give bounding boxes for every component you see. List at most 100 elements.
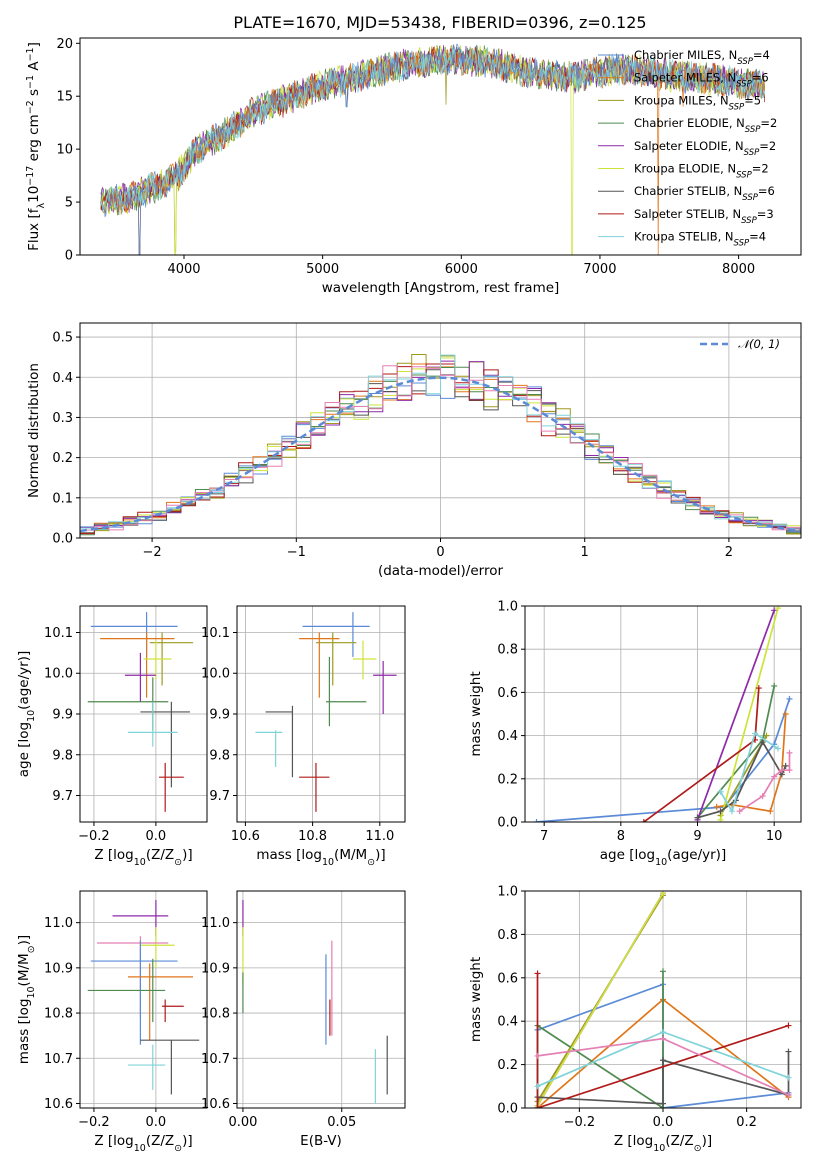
data-point-marker [786, 695, 793, 702]
x-tick-label: 0.0 [146, 829, 167, 844]
spectrum-line-8 [100, 46, 766, 216]
y-tick-label: 0.2 [52, 451, 73, 466]
x-tick-label: 0.0 [146, 1115, 167, 1130]
plot-area [87, 900, 200, 1095]
series-line-7 [536, 973, 789, 1108]
y-tick-label: 9.8 [52, 748, 73, 763]
axis-label-part: age [log [16, 722, 32, 777]
axes-residuals: −2 −1 0 1 2 0.0 0.1 0.2 0.3 0.4 0.5 (data-model)/er… [26, 322, 802, 579]
y-tick-label: 0.1 [52, 491, 73, 506]
axis-label-part: (age/yr)] [16, 651, 32, 710]
data-point-marker [729, 808, 735, 815]
data-point-marker [660, 1100, 666, 1107]
figure-title: PLATE=1670, MJD=53438, FIBERID=0396, z=0… [233, 13, 646, 32]
axis-label-part: Z [log [94, 847, 133, 863]
axis-label-part: )] [375, 847, 386, 863]
y-tick-label: 0.4 [52, 371, 73, 386]
x-tick-label: 0 [436, 545, 444, 560]
plot-area [100, 43, 766, 255]
axes-spectrum: 4000 5000 6000 7000 8000 0 5 10 15 20 wavelength [… [25, 37, 802, 296]
y-tick-label: 0.0 [497, 816, 518, 831]
axis-label-part: (Z/Z [665, 1133, 693, 1149]
y-tick-label: 9.8 [209, 748, 230, 763]
spectrum-line-0 [100, 43, 766, 255]
legend-count: =6 [758, 184, 775, 198]
axes-mass_vs_Z: −0.2 0.010.610.710.810.911.0Z [log10(Z/Z⊙… [16, 890, 208, 1154]
data-point-marker [660, 1029, 666, 1036]
normal-curve [80, 376, 801, 533]
axes-frame [236, 890, 406, 1109]
y-tick-label: 0.8 [497, 643, 518, 658]
legend-sub: SSP [729, 102, 745, 112]
axis-label-part: 10 [26, 186, 42, 203]
x-axis-label: wavelength [Angstrom, rest frame] [322, 280, 560, 296]
axes-frame [524, 605, 802, 823]
axis-label-part: ⊙ [174, 1143, 182, 1154]
legend-name: Salpeter ELODIE, N [634, 139, 744, 153]
data-point-marker [785, 1091, 792, 1098]
spectrum-line-6 [100, 45, 766, 255]
axis-label-part: )] [702, 1133, 713, 1149]
axis-label-part: age [log [600, 847, 655, 863]
y-tick-label: 10 [56, 143, 73, 158]
x-tick-label: 10.6 [231, 829, 260, 844]
legend-sub: SSP [737, 57, 753, 67]
y-axis-label: Flux [fλ10−17 erg cm−2 s−1 A−1] [25, 42, 47, 251]
y-tick-label: 0.5 [52, 331, 73, 346]
y-tick-label: 10.7 [44, 1052, 73, 1067]
x-tick-label: −0.2 [78, 1115, 110, 1130]
x-tick-label: 6000 [445, 262, 478, 277]
axis-label-part: −1 [25, 75, 36, 89]
legend-entry: 𝒩(0, 1) [738, 337, 780, 351]
axis-label-part: (M/M [334, 847, 367, 863]
x-tick-label: 10.8 [298, 829, 327, 844]
data-point-marker [759, 739, 766, 746]
y-tick-label: 0.3 [52, 411, 73, 426]
data-point-marker [534, 1052, 541, 1059]
data-point-marker [782, 711, 789, 717]
legend-count: =2 [759, 139, 776, 153]
y-tick-label: 10.6 [44, 1097, 73, 1112]
axis-label-part: ⊙ [367, 857, 375, 868]
data-point-marker [785, 1074, 792, 1081]
y-tick-label: 10.6 [201, 1097, 230, 1112]
legend-name: Chabrier ELODIE, N [634, 116, 745, 130]
x-tick-label: 7000 [583, 262, 616, 277]
axis-label-part: −2 [25, 100, 36, 114]
axis-label-part: )] [16, 935, 32, 946]
x-tick-label: −1 [287, 545, 306, 560]
axis-label-part: 10 [653, 1143, 665, 1154]
x-tick-label: 10 [766, 829, 783, 844]
plot-area [533, 606, 793, 822]
axis-label-part: ⊙ [694, 1143, 702, 1154]
axis-label-part: )] [182, 847, 193, 863]
y-tick-label: 0.0 [497, 1102, 518, 1117]
y-tick-label: 10.7 [201, 1052, 230, 1067]
legend-sub: SSP [734, 239, 750, 249]
data-point-marker [713, 803, 720, 810]
axes-age_vs_mass: 10.6 10.8 11.0 9.7 9.8 9.9 10.0 10.1 mass [log10… [201, 605, 406, 868]
y-tick-label: 11.0 [201, 916, 230, 931]
legend-name: Chabrier MILES, N [634, 48, 737, 62]
axes-mass_vs_EBV: 0.00 0.05 10.6 10.7 10.8 10.9 11.0 E(B-V) [201, 890, 406, 1149]
axes-frame [79, 890, 208, 1109]
y-tick-label: 10.8 [44, 1007, 73, 1022]
axis-label-part: s [26, 89, 42, 100]
data-point-marker [771, 773, 778, 780]
axis-label-part: mass [log [16, 999, 32, 1065]
series-line-6 [697, 740, 787, 819]
x-tick-label: 5000 [306, 262, 339, 277]
data-point-marker [778, 767, 785, 774]
axis-label-part: erg cm [26, 114, 42, 165]
y-tick-label: 0.4 [497, 729, 518, 744]
series-line-8 [719, 732, 779, 814]
y-tick-label: 10.9 [44, 961, 73, 976]
data-point-marker [534, 1105, 541, 1108]
legend-sub: SSP [736, 80, 752, 90]
y-tick-label: 0 [65, 249, 73, 264]
axis-label-part: (age/yr)] [667, 847, 726, 863]
data-point-marker [767, 808, 774, 815]
axis-label-part: Z [log [94, 1133, 133, 1149]
data-point-marker [763, 732, 770, 739]
